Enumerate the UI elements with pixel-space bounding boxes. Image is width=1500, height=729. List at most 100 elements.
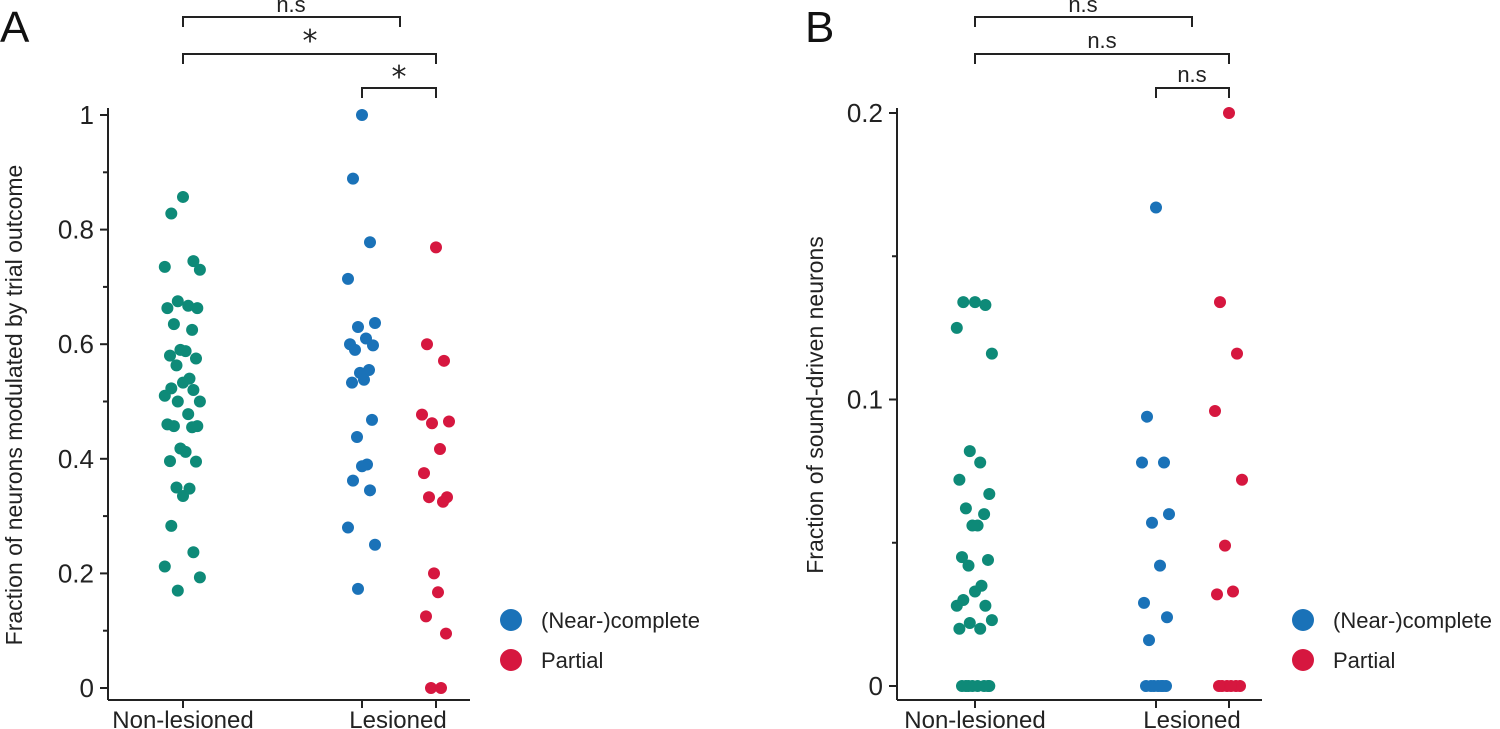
panel-b-point-non-lesioned: [962, 559, 975, 572]
panel-a-point-non-lesioned: [187, 384, 200, 397]
panel-a-point-partial: [437, 495, 449, 508]
panel-a-point-non-lesioned: [186, 421, 199, 434]
panel-b-label: B: [805, 3, 834, 52]
panel-a-point-partial: [425, 682, 437, 694]
panel-a-bracket-1: [182, 16, 401, 27]
panel-b-y-tick-label: 0: [869, 671, 883, 701]
panel-a-point-non-lesioned: [158, 389, 171, 402]
panel-a-x-label-non-lesioned: Non-lesioned: [112, 707, 253, 729]
panel-a-point-complete: [369, 538, 381, 551]
panel-a-point-complete: [347, 172, 359, 185]
panel-a-x-label-lesioned: Lesioned: [349, 707, 446, 729]
panel-b-point-non-lesioned: [974, 622, 987, 635]
panel-b-point-partial: [1211, 588, 1223, 601]
panel-a-point-non-lesioned: [161, 302, 174, 315]
panel-a-point-non-lesioned: [190, 455, 202, 468]
panel-a-point-non-lesioned: [182, 408, 195, 421]
panel-a-point-non-lesioned: [171, 584, 184, 597]
panel-b-y-axis-label: Fraction of sound-driven neurons: [802, 236, 828, 574]
panel-a-point-partial: [432, 586, 444, 599]
panel-b-point-complete: [1155, 680, 1167, 692]
panel-a-point-complete: [347, 474, 359, 487]
panel-a-legend-complete-marker: [500, 609, 522, 631]
panel-a-y-axis-label: Fraction of neurons modulated by trial o…: [1, 165, 27, 646]
panel-a-point-partial: [416, 408, 428, 421]
panel-b-point-partial: [1225, 680, 1237, 692]
panel-b-point-non-lesioned: [979, 298, 992, 311]
panel-a-legend-complete-label: (Near-)complete: [541, 608, 700, 633]
panel-b-point-partial: [1223, 107, 1235, 119]
panel-b-point-non-lesioned: [963, 445, 976, 458]
panel-a-label: A: [0, 3, 30, 52]
panel-b-point-complete: [1145, 680, 1157, 692]
panel-a-sig-3: *: [392, 60, 407, 95]
panel-b-point-complete: [1161, 611, 1173, 624]
panel-b-point-non-lesioned: [978, 508, 991, 521]
panel-a-point-non-lesioned: [170, 359, 183, 372]
panel-a-point-non-lesioned: [165, 519, 178, 532]
panel-b-sig-3: n.s: [1177, 62, 1206, 87]
panel-a-point-partial: [435, 682, 447, 694]
panel-a-y-tick-label: 0: [80, 673, 94, 703]
panel-a-point-complete: [349, 343, 361, 356]
panel-b-sig-1: n.s: [1068, 0, 1097, 17]
panel-a-point-partial: [420, 610, 432, 623]
panel-b-point-non-lesioned: [950, 599, 963, 612]
panel-a-point-partial: [421, 338, 433, 351]
panel-b-point-partial: [1231, 347, 1243, 360]
panel-a-point-partial: [438, 354, 450, 367]
panel-a-point-complete: [351, 431, 363, 444]
panel-a-point-non-lesioned: [158, 260, 171, 273]
panel-a-point-non-lesioned: [164, 349, 176, 362]
panel-a-point-complete: [366, 413, 378, 426]
panel-b-point-partial: [1219, 539, 1231, 552]
panel-a-point-partial: [418, 467, 430, 480]
panel-b-point-complete: [1146, 516, 1158, 529]
panel-b-point-complete: [1138, 596, 1150, 609]
panel-b-legend-complete-label: (Near-)complete: [1333, 608, 1492, 633]
panel-b-point-partial: [1213, 680, 1225, 692]
panel-a-point-partial: [434, 443, 446, 456]
panel-a-legend-partial-marker: [500, 649, 522, 671]
panel-a-point-complete: [358, 373, 370, 386]
panel-a-point-non-lesioned: [158, 560, 171, 573]
panel-a-point-non-lesioned: [171, 295, 184, 308]
panel-a-point-complete: [356, 109, 368, 121]
panel-b-y-tick-label: 0.1: [847, 385, 883, 415]
panel-a-point-complete: [352, 321, 364, 334]
panel-b-point-complete: [1150, 201, 1162, 214]
panel-a-point-non-lesioned: [165, 207, 178, 220]
panel-b-point-non-lesioned: [959, 502, 972, 515]
panel-b-x-label-non-lesioned: Non-lesioned: [904, 707, 1045, 729]
panel-a-bracket-3: [361, 87, 437, 98]
panel-a-point-partial: [443, 415, 455, 428]
panel-a-point-non-lesioned: [167, 318, 180, 331]
panel-a-point-complete: [364, 236, 376, 249]
panel-b-bracket-2: [974, 53, 1230, 64]
panel-b-point-non-lesioned: [983, 488, 996, 501]
panel-b-point-non-lesioned: [974, 456, 987, 469]
panel-a-bracket-2: [182, 53, 437, 64]
panel-a-point-non-lesioned: [187, 255, 200, 268]
panel-a-point-non-lesioned: [177, 490, 189, 503]
panel-b-sig-2: n.s: [1087, 28, 1116, 53]
panel-a-point-partial: [440, 627, 452, 640]
panel-b-point-non-lesioned: [985, 614, 998, 627]
panel-b-point-non-lesioned: [969, 296, 981, 309]
panel-a-point-non-lesioned: [190, 352, 202, 365]
panel-a-point-complete: [352, 582, 364, 595]
panel-b-point-complete: [1143, 634, 1155, 647]
panel-b-point-non-lesioned: [957, 296, 970, 309]
panel-b-legend-complete-marker: [1292, 609, 1314, 631]
panel-b-point-non-lesioned: [979, 599, 992, 612]
panel-a-sig-1: n.s: [276, 0, 305, 17]
panel-b-point-complete: [1163, 508, 1175, 521]
panel-b-point-non-lesioned: [969, 585, 981, 598]
panel-a: A Fraction of neurons modulated by trial…: [0, 0, 700, 729]
panel-a-point-complete: [342, 521, 354, 534]
panel-a-point-non-lesioned: [170, 481, 183, 494]
panel-a-point-non-lesioned: [164, 455, 176, 468]
panel-a-point-non-lesioned: [187, 546, 200, 559]
panel-b-legend-partial-label: Partial: [1333, 648, 1395, 673]
